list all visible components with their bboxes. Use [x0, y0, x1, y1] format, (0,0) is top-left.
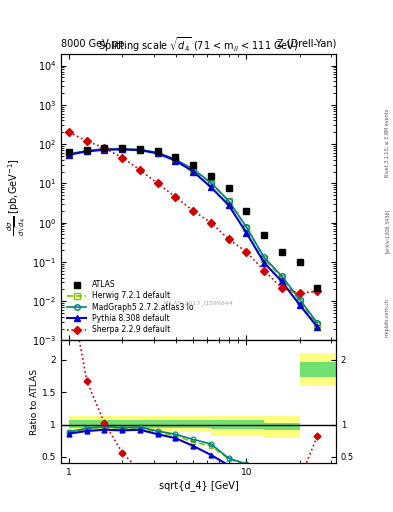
Herwig 7.2.1 default	[120, 146, 125, 152]
Pythia 8.308 default	[84, 148, 89, 155]
MadGraph5 2.7.2.atlas3 lo	[155, 150, 160, 156]
Herwig 7.2.1 default	[84, 148, 89, 154]
ATLAS	[67, 149, 72, 155]
Text: Rivet 3.1.10, ≥ 2.8M events: Rivet 3.1.10, ≥ 2.8M events	[385, 109, 389, 178]
Text: 8000 GeV pp: 8000 GeV pp	[61, 38, 124, 49]
Line: MadGraph5 2.7.2.atlas3 lo: MadGraph5 2.7.2.atlas3 lo	[66, 146, 320, 326]
MadGraph5 2.7.2.atlas3 lo	[298, 296, 302, 303]
Line: Pythia 8.308 default: Pythia 8.308 default	[66, 147, 320, 330]
Herwig 7.2.1 default	[138, 146, 142, 153]
MadGraph5 2.7.2.atlas3 lo	[173, 156, 178, 162]
Title: Splitting scale $\sqrt{d_4}$ (71 < m$_{ll}$ < 111 GeV): Splitting scale $\sqrt{d_4}$ (71 < m$_{l…	[98, 35, 299, 54]
Pythia 8.308 default	[67, 152, 72, 158]
Herwig 7.2.1 default	[209, 180, 213, 186]
Sherpa 2.2.9 default	[84, 138, 89, 144]
MadGraph5 2.7.2.atlas3 lo	[102, 146, 107, 152]
Text: ATLAS_2017_I1599844: ATLAS_2017_I1599844	[163, 301, 234, 306]
Sherpa 2.2.9 default	[315, 288, 320, 294]
ATLAS	[262, 232, 266, 238]
Sherpa 2.2.9 default	[102, 145, 107, 151]
Herwig 7.2.1 default	[279, 274, 284, 281]
Text: mcplots.cern.ch: mcplots.cern.ch	[385, 298, 389, 337]
Herwig 7.2.1 default	[244, 224, 249, 230]
Pythia 8.308 default	[191, 168, 196, 175]
Pythia 8.308 default	[298, 302, 302, 308]
Herwig 7.2.1 default	[262, 256, 266, 262]
ATLAS	[120, 145, 125, 151]
Sherpa 2.2.9 default	[67, 129, 72, 135]
Herwig 7.2.1 default	[315, 322, 320, 328]
Pythia 8.308 default	[262, 260, 266, 266]
Line: Sherpa 2.2.9 default: Sherpa 2.2.9 default	[66, 130, 320, 296]
Sherpa 2.2.9 default	[155, 180, 160, 186]
Herwig 7.2.1 default	[67, 151, 72, 157]
MadGraph5 2.7.2.atlas3 lo	[226, 198, 231, 204]
Herwig 7.2.1 default	[155, 150, 160, 156]
MadGraph5 2.7.2.atlas3 lo	[84, 147, 89, 154]
ATLAS	[244, 208, 249, 214]
Pythia 8.308 default	[226, 202, 231, 208]
ATLAS	[315, 285, 320, 291]
Pythia 8.308 default	[209, 184, 213, 190]
ATLAS	[102, 145, 107, 152]
Sherpa 2.2.9 default	[298, 290, 302, 296]
Pythia 8.308 default	[244, 230, 249, 236]
ATLAS	[191, 162, 196, 168]
MadGraph5 2.7.2.atlas3 lo	[120, 146, 125, 152]
Sherpa 2.2.9 default	[279, 285, 284, 291]
Sherpa 2.2.9 default	[209, 220, 213, 226]
Herwig 7.2.1 default	[298, 298, 302, 304]
Sherpa 2.2.9 default	[244, 249, 249, 255]
Pythia 8.308 default	[279, 279, 284, 285]
Herwig 7.2.1 default	[226, 198, 231, 204]
MadGraph5 2.7.2.atlas3 lo	[67, 151, 72, 157]
Sherpa 2.2.9 default	[173, 194, 178, 200]
ATLAS	[279, 249, 284, 255]
Pythia 8.308 default	[102, 146, 107, 153]
Sherpa 2.2.9 default	[262, 268, 266, 274]
Line: ATLAS: ATLAS	[66, 145, 320, 291]
Y-axis label: $\frac{d\sigma}{d\sqrt{d_4}}$ [pb,GeV$^{-1}$]: $\frac{d\sigma}{d\sqrt{d_4}}$ [pb,GeV$^{…	[6, 158, 29, 236]
Pythia 8.308 default	[138, 147, 142, 153]
ATLAS	[84, 146, 89, 153]
Sherpa 2.2.9 default	[120, 155, 125, 161]
MadGraph5 2.7.2.atlas3 lo	[191, 166, 196, 172]
MadGraph5 2.7.2.atlas3 lo	[209, 180, 213, 186]
ATLAS	[138, 146, 142, 152]
MadGraph5 2.7.2.atlas3 lo	[315, 320, 320, 326]
X-axis label: sqrt{d_4} [GeV]: sqrt{d_4} [GeV]	[159, 480, 238, 491]
Y-axis label: Ratio to ATLAS: Ratio to ATLAS	[30, 369, 39, 435]
Herwig 7.2.1 default	[191, 167, 196, 173]
MadGraph5 2.7.2.atlas3 lo	[138, 146, 142, 153]
Sherpa 2.2.9 default	[138, 167, 142, 173]
Herwig 7.2.1 default	[173, 157, 178, 163]
ATLAS	[155, 147, 160, 154]
MadGraph5 2.7.2.atlas3 lo	[262, 254, 266, 261]
Sherpa 2.2.9 default	[191, 208, 196, 214]
Line: Herwig 7.2.1 default: Herwig 7.2.1 default	[66, 146, 320, 328]
ATLAS	[226, 185, 231, 191]
Sherpa 2.2.9 default	[226, 236, 231, 242]
Herwig 7.2.1 default	[102, 146, 107, 152]
ATLAS	[173, 154, 178, 160]
Pythia 8.308 default	[173, 158, 178, 164]
Text: Z (Drell-Yan): Z (Drell-Yan)	[277, 38, 336, 49]
MadGraph5 2.7.2.atlas3 lo	[244, 224, 249, 230]
ATLAS	[298, 259, 302, 265]
Text: [arXiv:1306.3436]: [arXiv:1306.3436]	[385, 208, 389, 252]
MadGraph5 2.7.2.atlas3 lo	[279, 273, 284, 279]
ATLAS	[209, 174, 213, 180]
Pythia 8.308 default	[315, 324, 320, 330]
Pythia 8.308 default	[155, 151, 160, 157]
Legend: ATLAS, Herwig 7.2.1 default, MadGraph5 2.7.2.atlas3 lo, Pythia 8.308 default, Sh: ATLAS, Herwig 7.2.1 default, MadGraph5 2…	[65, 278, 196, 337]
Pythia 8.308 default	[120, 146, 125, 153]
